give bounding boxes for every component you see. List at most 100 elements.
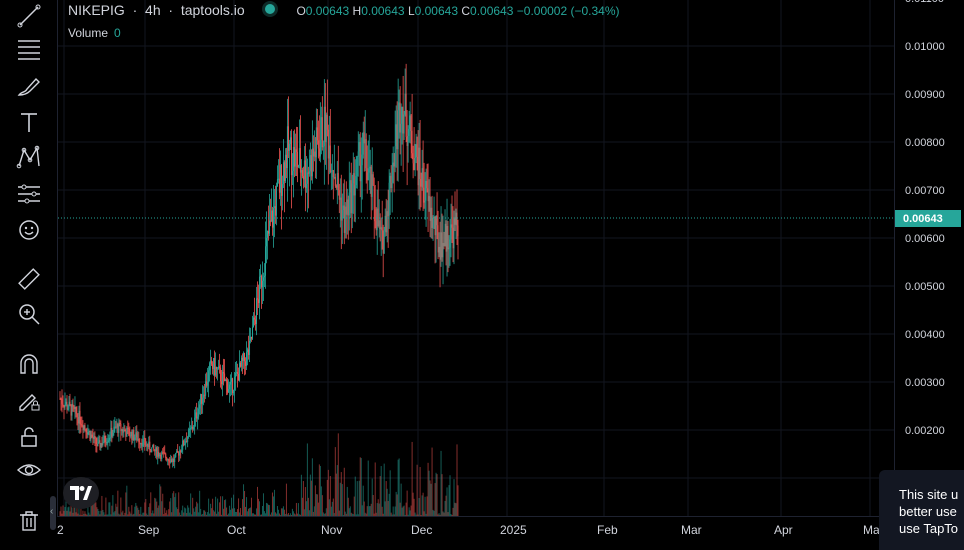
candle-body: [253, 317, 255, 328]
volume-bar: [427, 462, 429, 516]
tradingview-logo[interactable]: [63, 477, 99, 509]
volume-bar: [351, 513, 353, 516]
volume-bar: [64, 506, 66, 516]
candle-body: [178, 452, 180, 456]
candle-body: [220, 367, 222, 382]
volume-bar: [153, 513, 155, 516]
candle-body: [201, 394, 203, 404]
candle-body: [419, 147, 421, 179]
candle-body: [293, 147, 295, 167]
candle-body: [126, 427, 128, 437]
trend-line-icon[interactable]: [13, 0, 45, 32]
pattern-icon[interactable]: [13, 141, 45, 173]
volume-bar: [240, 508, 242, 516]
volume-bar: [429, 480, 431, 516]
volume-bar: [265, 502, 267, 516]
ruler-icon[interactable]: [13, 263, 45, 295]
volume-bar: [126, 485, 128, 516]
brush-icon[interactable]: [13, 70, 45, 102]
price-axis[interactable]: 0.00643 0.01100 0.01000 0.00900 0.00800 0.00…: [894, 0, 964, 540]
candle-body: [269, 220, 271, 222]
candle-body: [256, 298, 258, 325]
symbol-name[interactable]: NIKEPIG: [68, 2, 125, 18]
candle-body: [208, 370, 210, 383]
volume-bar: [145, 499, 147, 516]
volume-bar: [106, 514, 108, 516]
forecast-icon[interactable]: [13, 178, 45, 210]
candle-body: [395, 124, 397, 147]
candle-body: [175, 452, 177, 458]
volume-bar: [385, 481, 387, 516]
candle-body: [453, 217, 455, 249]
volume-bar: [166, 510, 168, 516]
volume-bar: [168, 509, 170, 516]
candles-canvas: [58, 0, 895, 516]
volume-bar: [110, 514, 112, 516]
candle-body: [368, 168, 370, 173]
candle-body: [101, 443, 103, 446]
candle-body: [404, 93, 406, 115]
volume-bar: [371, 478, 373, 516]
lock-icon[interactable]: [13, 421, 45, 453]
candle-body: [139, 442, 141, 445]
candle-body: [239, 362, 241, 381]
candle-body: [218, 366, 220, 369]
volume-bar: [431, 447, 433, 516]
candle-body: [196, 412, 198, 419]
candle-body: [147, 444, 149, 448]
volume-bar: [309, 474, 311, 516]
price-chart[interactable]: [57, 0, 895, 516]
candle-body: [148, 441, 150, 448]
candle-body: [274, 206, 276, 216]
candle-body: [357, 151, 359, 157]
toolbar-collapse-handle[interactable]: ‹: [50, 496, 56, 530]
candle-body: [251, 336, 253, 339]
volume-bar: [303, 509, 305, 516]
volume-bar: [133, 513, 135, 516]
candle-body: [153, 444, 155, 450]
cookie-line: better use: [899, 504, 957, 519]
volume-bar: [70, 499, 72, 516]
volume-bar: [92, 499, 94, 516]
candle-body: [328, 145, 330, 159]
time-axis[interactable]: 2 Sep Oct Nov Dec 2025 Feb Mar Apr Ma: [57, 516, 894, 541]
interval-label[interactable]: 4h: [145, 2, 161, 18]
volume-bar: [424, 496, 426, 516]
eye-icon[interactable]: [13, 454, 45, 486]
emoji-icon[interactable]: [13, 214, 45, 246]
candle-body: [416, 144, 418, 157]
volume-bar: [403, 505, 405, 516]
volume-bar: [387, 501, 389, 516]
candle-body: [138, 438, 140, 443]
volume-bar: [177, 509, 179, 516]
volume-bar: [207, 512, 209, 516]
volume-bar: [149, 503, 151, 516]
candle-body: [266, 231, 268, 238]
candle-body: [379, 220, 381, 230]
candle-body: [246, 351, 248, 366]
volume-bar: [138, 509, 140, 516]
lock-drawing-icon[interactable]: [13, 384, 45, 416]
text-icon[interactable]: [13, 106, 45, 138]
volume-bar: [397, 459, 399, 516]
candle-body: [398, 102, 400, 111]
candle-body: [296, 151, 298, 168]
magnet-icon[interactable]: [13, 348, 45, 380]
volume-bar: [376, 503, 378, 516]
candle-body: [447, 225, 449, 250]
candle-body: [156, 447, 158, 457]
volume-bar: [420, 514, 422, 516]
volume-bar: [344, 511, 346, 516]
trash-icon[interactable]: [13, 505, 45, 537]
candle-body: [81, 425, 83, 427]
candle-body: [231, 378, 233, 382]
candle-body: [212, 364, 214, 370]
volume-bar: [61, 513, 63, 516]
candle-body: [75, 406, 77, 414]
volume-bar: [97, 508, 99, 516]
volume-bar: [268, 505, 270, 516]
zoom-in-icon[interactable]: [13, 298, 45, 330]
volume-bar: [162, 493, 164, 516]
candle-body: [241, 357, 243, 367]
fib-icon[interactable]: [13, 33, 45, 65]
